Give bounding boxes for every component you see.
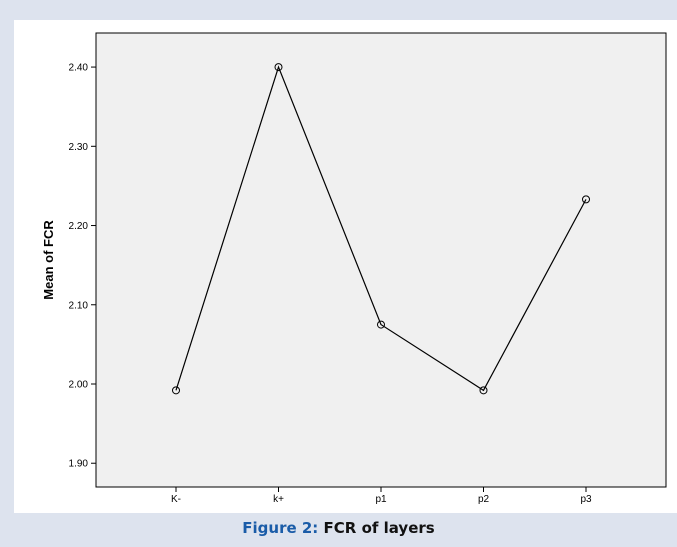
x-tick-label: k+ (273, 494, 284, 505)
plot-area (95, 32, 667, 488)
x-tick-label: K- (171, 494, 181, 505)
y-tick-label: 2.10 (69, 300, 89, 311)
data-point-p1 (377, 320, 385, 329)
y-tick-label: 2.20 (69, 221, 89, 232)
y-axis: 1.90 2.00 2.10 2.20 2.30 2.40 (69, 63, 96, 470)
data-point-K- (172, 386, 180, 395)
y-tick-label: 2.40 (69, 63, 89, 74)
data-point-p3 (582, 195, 590, 204)
figure-caption: Figure 2: FCR of layers (0, 519, 677, 537)
data-point-p2 (479, 386, 488, 395)
y-tick-label: 1.90 (69, 459, 89, 470)
y-tick-label: 2.00 (69, 379, 89, 390)
figure-label: Figure 2: (242, 519, 319, 537)
line-chart: Mean of FCR 1.90 2.00 2.10 2.20 2.30 2.40 K-k… (41, 32, 667, 505)
y-axis-title: Mean of FCR (41, 220, 56, 300)
data-point-k+ (274, 63, 283, 72)
series-fcr (172, 63, 590, 395)
x-tick-label: p2 (478, 494, 490, 505)
series-line (175, 65, 587, 392)
figure-title: FCR of layers (323, 519, 435, 537)
y-tick-label: 2.30 (69, 142, 89, 153)
x-axis: K-k+ p1 p2 p3 (171, 487, 592, 505)
x-tick-label: p3 (580, 494, 592, 505)
x-tick-label: p1 (375, 494, 387, 505)
